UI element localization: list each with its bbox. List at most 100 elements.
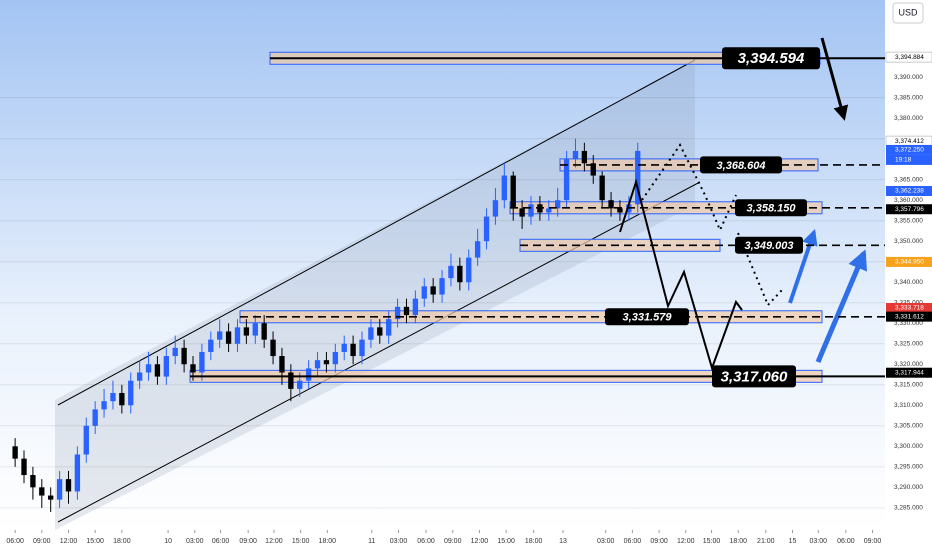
channel-fill	[55, 60, 695, 530]
y-tick-label: 3,325.000	[894, 340, 923, 347]
y-tick-label: 3,350.000	[894, 238, 923, 245]
x-tick-label: 03:00	[810, 538, 828, 545]
candle-body	[617, 208, 623, 213]
x-tick-label: 06:00	[212, 538, 230, 545]
candle-body	[519, 208, 525, 217]
level-label: 3,331.579	[623, 312, 673, 324]
arrow	[820, 37, 849, 121]
candle-body	[145, 364, 152, 373]
candle-body	[119, 392, 125, 406]
x-tick-label: 12:00	[60, 538, 78, 545]
candle-body	[359, 339, 365, 357]
candle-body	[581, 150, 588, 164]
y-tick-label: 3,310.000	[894, 402, 923, 409]
x-tick-label: 09:00	[444, 538, 462, 545]
projection-dotted	[737, 232, 783, 307]
candle-body	[341, 343, 347, 352]
y-tick-label: 3,390.000	[894, 74, 923, 81]
candle-body	[403, 306, 410, 316]
countdown-box	[886, 154, 932, 165]
candle-body	[270, 339, 276, 357]
x-tick-label: 15:00	[703, 538, 721, 545]
level-label-box	[722, 47, 820, 70]
candle-body	[92, 409, 98, 426]
candle-body	[261, 323, 267, 340]
x-tick-label: 21:00	[757, 538, 775, 545]
candle-body	[83, 425, 89, 455]
candle-body	[563, 159, 570, 201]
candle-body	[110, 392, 116, 402]
candle-body	[48, 495, 54, 500]
candle-body	[128, 380, 134, 406]
x-tick-label: 13	[559, 538, 567, 545]
price-tag	[886, 186, 932, 197]
price-tag-label: 3,333.718	[895, 305, 924, 312]
candle-body	[234, 327, 241, 344]
candle-body	[172, 347, 178, 357]
price-tag	[886, 144, 932, 155]
x-tick-label: 06:00	[417, 538, 435, 545]
y-tick-label: 3,365.000	[894, 176, 923, 183]
level-label: 3,394.594	[738, 50, 805, 67]
x-tick-label: 18:00	[525, 538, 543, 545]
y-tick-label: 3,385.000	[894, 94, 923, 101]
arrow	[788, 228, 818, 304]
plot-background	[0, 0, 885, 530]
candle-body	[457, 265, 463, 283]
y-tick-label: 3,380.000	[894, 115, 923, 122]
candle-body	[56, 479, 63, 500]
candle-body	[421, 286, 427, 299]
x-tick-label: 18:00	[113, 538, 131, 545]
x-tick-label: 03:00	[186, 538, 204, 545]
price-tag	[886, 204, 932, 215]
candle-body	[154, 364, 161, 377]
currency-button[interactable]	[892, 2, 924, 24]
price-tag-label: 3,374.412	[895, 138, 924, 145]
candle-body	[608, 200, 614, 209]
x-tick-label: 09:00	[239, 538, 257, 545]
x-tick-label: 03:00	[597, 538, 615, 545]
y-tick-label: 3,320.000	[894, 361, 923, 368]
level-label: 3,358.150	[747, 203, 797, 215]
y-tick-label: 3,315.000	[894, 382, 923, 389]
y-tick-label: 3,285.000	[894, 505, 923, 512]
candle-body	[572, 150, 579, 160]
level-label-box	[700, 156, 782, 174]
candle-body	[39, 487, 45, 496]
price-tag	[886, 311, 932, 322]
candle-body	[74, 454, 81, 492]
candle-body	[394, 306, 401, 320]
candle-body	[136, 372, 143, 381]
level-label: 3,349.003	[745, 240, 794, 252]
candle-body	[439, 278, 445, 295]
x-tick-label: 06:00	[837, 538, 855, 545]
candle-body	[528, 204, 534, 217]
y-tick-label: 3,300.000	[894, 443, 923, 450]
y-tick-label: 3,360.000	[894, 197, 923, 204]
candle-body	[305, 368, 312, 381]
candle-body	[243, 327, 250, 336]
price-axis	[885, 0, 932, 550]
arrow	[815, 249, 867, 363]
candle-body	[510, 175, 516, 209]
y-tick-label: 3,330.000	[894, 320, 923, 327]
candle-body	[252, 323, 258, 336]
x-tick-label: 06:00	[624, 538, 642, 545]
currency: USD	[898, 7, 918, 17]
x-tick-label: 09:00	[33, 538, 51, 545]
price-tag-label: 3,357.796	[895, 206, 924, 213]
level-label-box	[735, 199, 807, 217]
price-tag-label: 3,317.944	[895, 369, 924, 376]
x-tick-label: 03:00	[390, 538, 408, 545]
price-tag	[886, 256, 932, 267]
candle-body	[225, 331, 232, 344]
y-tick-label: 3,295.000	[894, 464, 923, 471]
level-label-box	[712, 365, 796, 388]
countdown: 19:18	[895, 157, 912, 164]
candle-body	[163, 356, 169, 377]
candle-body	[181, 347, 187, 365]
candle-body	[190, 364, 196, 373]
price-tag-label: 3,331.612	[895, 313, 924, 320]
price-tag	[886, 367, 932, 378]
price-tag	[886, 302, 932, 313]
